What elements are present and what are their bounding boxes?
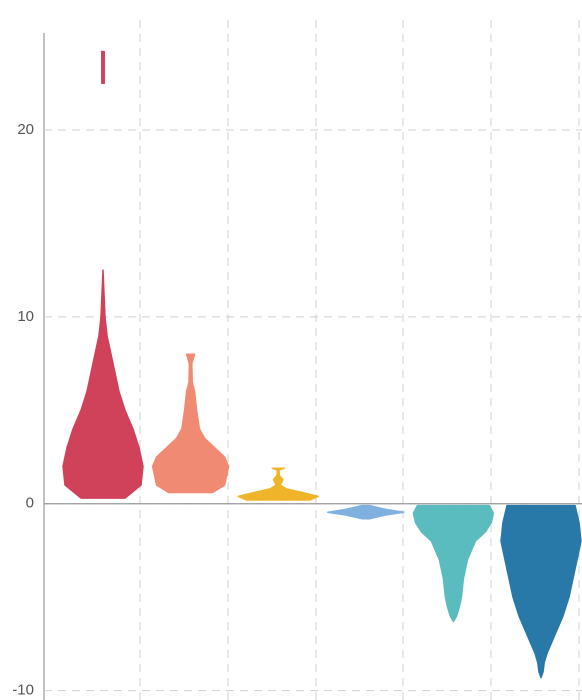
violin	[327, 504, 405, 520]
y-tick-label: 10	[17, 308, 34, 325]
violin	[151, 353, 230, 494]
y-tick-label: 20	[17, 121, 34, 138]
y-tick-label: -10	[12, 682, 34, 699]
violin	[101, 50, 105, 84]
violin	[62, 269, 144, 499]
violin	[412, 504, 495, 623]
violin	[237, 467, 319, 501]
x-grid	[139, 20, 580, 700]
y-tick-label: 0	[26, 495, 34, 512]
violin	[500, 504, 582, 679]
